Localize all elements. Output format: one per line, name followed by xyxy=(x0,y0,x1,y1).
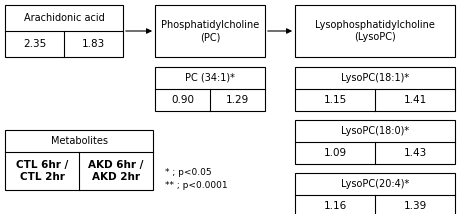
Text: PC (34:1)*: PC (34:1)* xyxy=(185,73,235,83)
Text: 1.09: 1.09 xyxy=(324,148,347,158)
Text: Arachidonic acid: Arachidonic acid xyxy=(24,13,104,23)
Bar xyxy=(155,5,265,57)
Text: LysoPC(18:1)*: LysoPC(18:1)* xyxy=(341,73,409,83)
Text: CTL 6hr /
CTL 2hr: CTL 6hr / CTL 2hr xyxy=(16,160,68,182)
Bar xyxy=(5,130,153,190)
Text: 1.41: 1.41 xyxy=(403,95,426,105)
Text: 1.16: 1.16 xyxy=(323,201,347,211)
Text: 1.83: 1.83 xyxy=(82,39,105,49)
Text: LysoPC(20:4)*: LysoPC(20:4)* xyxy=(341,179,409,189)
Text: * ; p<0.05
** ; p<0.0001: * ; p<0.05 ** ; p<0.0001 xyxy=(165,168,228,190)
Text: 1.15: 1.15 xyxy=(323,95,347,105)
Bar xyxy=(295,120,455,164)
Text: Metabolites: Metabolites xyxy=(50,136,107,146)
Bar xyxy=(295,173,455,214)
Text: AKD 6hr /
AKD 2hr: AKD 6hr / AKD 2hr xyxy=(88,160,144,182)
Text: 1.39: 1.39 xyxy=(403,201,426,211)
Text: 0.90: 0.90 xyxy=(171,95,194,105)
Text: Lysophosphatidylcholine
(LysoPC): Lysophosphatidylcholine (LysoPC) xyxy=(315,20,435,42)
Text: Phosphatidylcholine
(PC): Phosphatidylcholine (PC) xyxy=(161,20,259,42)
Text: 1.43: 1.43 xyxy=(403,148,426,158)
Bar xyxy=(295,5,455,57)
Text: LysoPC(18:0)*: LysoPC(18:0)* xyxy=(341,126,409,136)
Text: 1.29: 1.29 xyxy=(226,95,249,105)
Bar xyxy=(5,5,123,57)
Bar xyxy=(295,67,455,111)
Bar xyxy=(155,67,265,111)
Text: 2.35: 2.35 xyxy=(23,39,46,49)
